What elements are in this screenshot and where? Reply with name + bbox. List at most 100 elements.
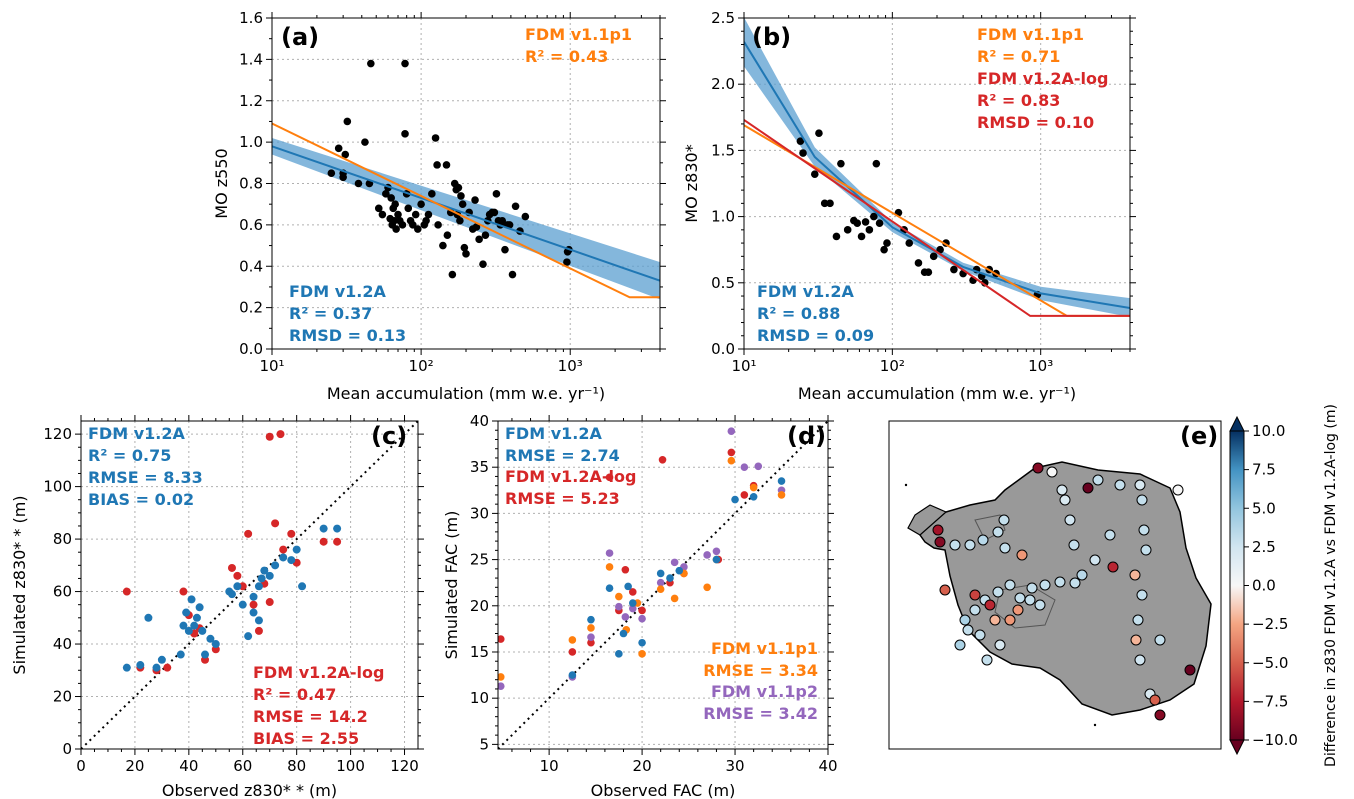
data-point [479, 260, 487, 268]
data-point-v11p2 [621, 613, 630, 621]
colorbar-tick-label: −10.0 [1252, 731, 1298, 749]
data-point-v12alog [568, 648, 577, 656]
data-point [472, 223, 481, 231]
x-tick-label: 10³ [1028, 357, 1053, 375]
x-tick-label: 10¹ [731, 357, 756, 375]
data-point [334, 144, 343, 153]
data-point-v12a [227, 590, 236, 599]
data-point-v12a [233, 582, 242, 591]
site-marker [1184, 664, 1196, 676]
site-marker [981, 654, 993, 666]
site-marker [1092, 474, 1104, 486]
y-tick-label: 0.0 [711, 340, 735, 358]
y-tick-label: 60 [53, 583, 72, 601]
site-marker [1140, 544, 1152, 556]
y-tick-label: 5 [479, 735, 489, 753]
data-point [832, 232, 841, 241]
site-marker [1032, 462, 1044, 474]
data-point [439, 241, 447, 250]
site-marker [1134, 479, 1146, 491]
annotation-text: FDM v1.2A [289, 282, 386, 301]
site-marker [1068, 539, 1080, 551]
data-point-v12a [144, 613, 153, 622]
y-tick-label: 100 [43, 478, 72, 496]
data-point [796, 137, 805, 145]
colorbar-label: Difference in z830 FDM v1.2A vs FDM v1.2… [1323, 404, 1339, 767]
annotation-text: RMSE = 3.34 [703, 661, 818, 680]
x-tick-label: 0 [76, 757, 86, 775]
annotation-text: R² = 0.71 [977, 47, 1060, 66]
data-point [401, 130, 409, 138]
data-point-v12a [568, 671, 577, 679]
data-point-v11p1 [587, 624, 595, 632]
annotation-text: FDM v1.1p1 [977, 25, 1084, 44]
colorbar-tick-label: 7.5 [1252, 461, 1276, 479]
data-point-v12alog [233, 571, 242, 580]
data-point [428, 190, 436, 198]
y-tick-label: 0.4 [239, 257, 263, 275]
data-point [511, 202, 520, 211]
x-tick-label: 10² [880, 357, 905, 375]
data-point-v11p1 [605, 563, 614, 571]
data-point [872, 159, 881, 168]
y-tick-label: 120 [43, 425, 72, 443]
data-point [936, 245, 944, 254]
fit-line-v12alog [744, 119, 1130, 317]
data-point-v11p2 [605, 549, 614, 557]
annotation-text: R² = 0.43 [525, 47, 608, 66]
site-marker [1069, 577, 1081, 589]
data-point-v12a [122, 663, 131, 672]
y-tick-label: 20 [53, 688, 72, 706]
y-tick-label: 1.5 [711, 141, 735, 159]
y-tick-label: 1.0 [711, 208, 735, 226]
plot-frame [743, 17, 1131, 350]
data-point-v12a [777, 477, 786, 485]
data-point [456, 216, 464, 225]
data-point-v12alog [287, 529, 296, 538]
data-point-v12alog [254, 626, 263, 635]
panel-label: (a) [281, 23, 319, 51]
data-point-v12a [201, 650, 210, 659]
site-marker [992, 586, 1004, 598]
data-point-v12a [192, 613, 201, 622]
data-point [810, 170, 819, 179]
site-marker [1132, 614, 1144, 626]
x-axis-label: Mean accumulation (mm w.e. yr⁻¹) [327, 384, 605, 403]
data-point [826, 199, 834, 208]
site-marker [954, 639, 966, 651]
data-point [411, 210, 420, 219]
data-point-v12alog [276, 430, 285, 439]
site-marker [932, 524, 944, 536]
data-point [433, 161, 441, 169]
data-point-v12alog [179, 587, 188, 596]
data-point [471, 196, 479, 204]
y-axis-label: MO z830* [682, 144, 701, 222]
annotation-text: R² = 0.37 [289, 304, 372, 323]
annotation-text: RMSE = 8.33 [88, 468, 203, 487]
data-point [820, 199, 829, 208]
antarctic-peninsula [907, 504, 948, 536]
data-point [378, 210, 387, 219]
panel-a: 10¹ 10² 10³ 0.0 0.2 0.4 0.6 0.8 1.0 1.2 1.4 1.6 (a) F… [212, 9, 666, 403]
plot-frame [80, 420, 419, 750]
data-point [870, 212, 878, 221]
data-point-v12a [587, 615, 595, 624]
data-point-v12alog [265, 432, 274, 441]
colorbar-tick-label: 5.0 [1252, 499, 1276, 517]
data-point-v11p2 [754, 462, 763, 471]
data-point [853, 219, 862, 228]
site-marker [999, 542, 1011, 554]
data-point [505, 221, 514, 229]
site-marker [1059, 494, 1071, 506]
x-tick-label: 40 [179, 757, 198, 775]
site-marker [1089, 554, 1101, 566]
data-point [490, 208, 499, 217]
data-point [390, 216, 399, 225]
confidence-band [744, 18, 1130, 317]
data-point-v12a [605, 584, 614, 593]
data-point-v12a [615, 650, 623, 658]
data-point-v12a [249, 592, 258, 601]
data-point-v12a [254, 616, 263, 625]
data-point-v12a [187, 595, 196, 604]
panel-label: (b) [752, 23, 791, 51]
